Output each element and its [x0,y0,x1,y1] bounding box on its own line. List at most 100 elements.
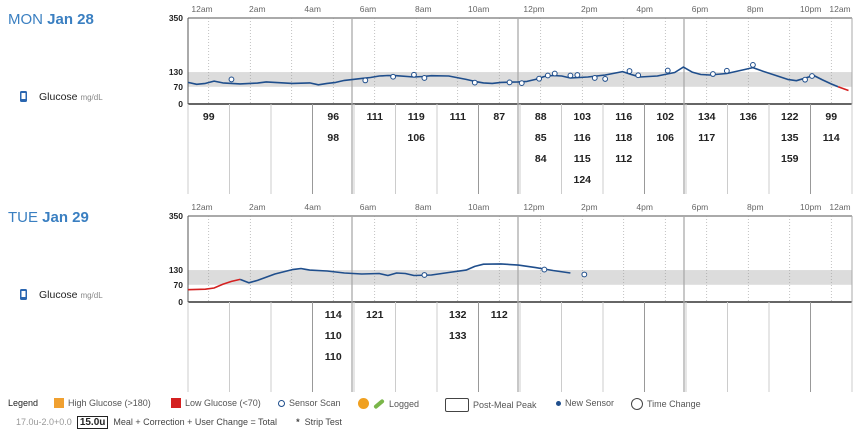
legend-logged: Logged [358,398,419,409]
reading-value: 122 [781,111,799,123]
x-tick-label: 6pm [692,4,709,14]
reading-value: 111 [367,111,384,123]
x-tick-label: 12am [829,4,850,14]
target-range-band [188,72,852,87]
sensor-scan-marker [421,272,428,278]
x-tick-label: 12am [829,202,850,212]
reading-value: 116 [574,132,591,144]
sensor-scan-marker [581,271,588,278]
target-range-band [188,270,852,285]
legend-post-meal-peak: Post-Meal Peak [445,398,537,412]
metric-label: Glucose mg/dL [39,91,103,103]
y-tick-label: 70 [174,82,184,92]
sensor-scan-marker [362,77,369,84]
legend-low: Low Glucose (<70) [171,398,261,408]
y-tick-label: 0 [178,297,183,307]
reading-value: 133 [449,330,467,342]
legend-high: High Glucose (>180) [54,398,151,408]
sensor-scan-marker [506,79,513,86]
reading-value: 114 [325,309,342,321]
x-tick-label: 8pm [747,202,764,212]
reading-value: 136 [739,111,757,123]
sensor-scan-marker [574,72,581,78]
dose-example-parts: 17.0u-2.0+0.0 [16,417,72,427]
day-date: Jan 29 [42,209,89,226]
sensor-scan-marker [635,72,642,79]
sensor-scan-marker [802,76,808,83]
reading-value: 87 [493,111,505,123]
reading-value: 110 [325,351,342,363]
x-tick-label: 12pm [523,202,544,212]
legend: Legend High Glucose (>180) Low Glucose (… [8,398,856,429]
sensor-scan-marker [536,75,543,82]
reading-value: 119 [408,111,425,123]
sensor-scan-marker [567,72,574,79]
sensor-scan-marker [710,71,716,77]
reading-value: 99 [203,111,215,123]
reading-value: 135 [781,132,799,144]
x-tick-label: 10am [468,4,489,14]
reading-value: 112 [491,309,508,321]
sensor-scan-marker [551,70,558,77]
strip-test-symbol: * [296,417,300,427]
reading-value: 118 [615,132,632,144]
reading-value: 159 [781,153,799,165]
legend-time-change: Time Change [631,398,701,410]
post-meal-peak-icon [445,398,469,412]
y-tick-label: 350 [169,13,183,23]
sensor-scan-marker [602,76,609,82]
metric-name: Glucose [39,289,80,301]
x-tick-label: 6pm [692,202,709,212]
x-tick-label: 10pm [800,4,821,14]
x-tick-label: 12am [191,4,212,14]
sensor-scan-marker [723,67,730,74]
y-tick-label: 350 [169,211,183,221]
sensor-scan-marker [390,73,397,80]
glucose-curve [239,263,571,284]
legend-title: Legend [8,398,39,408]
reading-value: 88 [535,111,547,123]
reading-value: 84 [535,153,547,165]
x-tick-label: 6am [360,202,377,212]
sensor-scan-marker [591,75,598,81]
sensor-scan-marker [750,62,756,68]
reading-value: 96 [327,111,339,123]
x-tick-label: 2pm [581,202,598,212]
new-sensor-icon [556,400,561,406]
sensor-scan-marker [544,72,551,79]
y-tick-label: 0 [178,99,183,109]
reading-value: 102 [656,111,674,123]
reading-value: 132 [449,309,467,321]
legend-new-sensor: New Sensor [556,398,614,408]
reading-value: 103 [573,111,591,123]
reading-value: 114 [823,132,840,144]
x-tick-label: 4am [304,4,321,14]
legend-sensor-scan: Sensor Scan [278,398,341,408]
sensor-scan-marker [626,68,633,74]
phone-screen-icon [21,291,26,297]
reading-value: 106 [656,132,674,144]
reading-value: 134 [698,111,716,123]
sensor-scan-marker [421,75,428,81]
reading-value: 106 [407,132,425,144]
x-tick-label: 8am [415,4,432,14]
day-of-week: TUE [8,209,42,226]
x-tick-label: 4am [304,202,321,212]
reading-value: 115 [574,153,591,165]
day-title: MON Jan 28 [8,11,94,28]
x-tick-label: 2pm [581,4,598,14]
sensor-scan-marker [809,73,815,79]
y-tick-label: 130 [169,67,183,77]
low-swatch [171,398,181,408]
x-tick-label: 4pm [636,202,653,212]
dose-total: 15.0u [76,415,109,429]
x-tick-label: 8pm [747,4,764,14]
sensor-scan-icon [278,399,285,407]
day-date: Jan 28 [47,11,94,28]
dose-formula: Meal + Correction + User Change = Total [113,417,278,427]
reading-value: 110 [325,330,342,342]
sensor-scan-marker [411,71,417,78]
day-title: TUE Jan 29 [8,209,89,226]
x-tick-label: 2am [249,4,266,14]
y-tick-label: 70 [174,280,184,290]
